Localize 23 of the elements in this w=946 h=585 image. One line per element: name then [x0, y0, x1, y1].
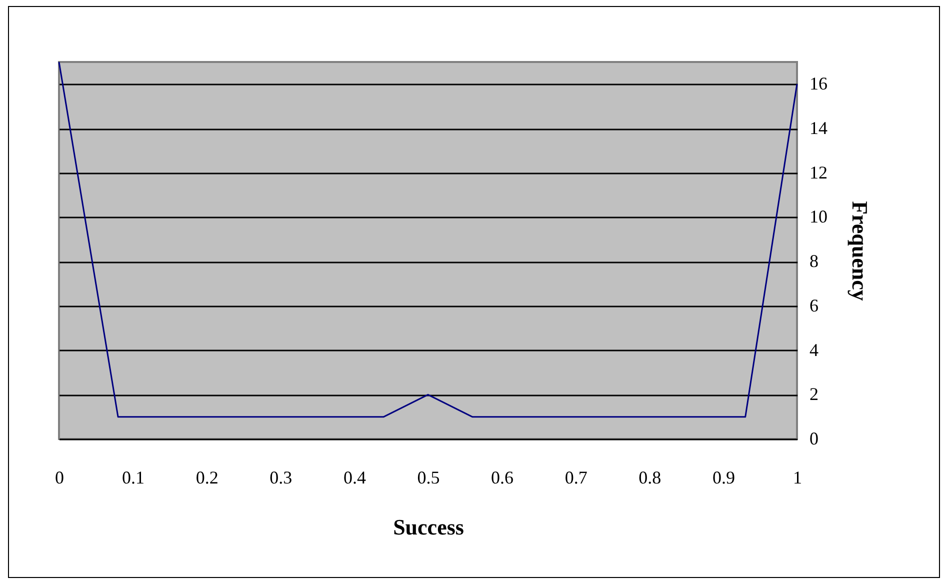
y-axis-title: Frequency [848, 201, 872, 301]
y-tick-label: 4 [810, 340, 818, 360]
x-tick-label: 0.1 [122, 468, 145, 488]
line-series [58, 61, 798, 418]
y-tick-label: 2 [810, 384, 818, 404]
x-tick-label: 0.5 [417, 468, 440, 488]
y-tick-label: 12 [810, 162, 828, 182]
y-tick-label: 14 [810, 118, 828, 138]
x-tick-label: 0.8 [638, 468, 662, 488]
y-tick-label: 8 [810, 251, 818, 272]
x-tick-label: 0.9 [712, 468, 735, 488]
x-tick-label: 0.2 [196, 468, 218, 488]
y-tick-label: 6 [810, 295, 818, 316]
y-tick-label: 10 [810, 206, 828, 227]
x-tick-label: 1 [793, 468, 802, 488]
x-tick-label: 0.3 [270, 468, 292, 488]
y-tick-label: 16 [810, 74, 828, 94]
x-tick-label: 0.7 [564, 468, 588, 488]
x-tick-label: 0 [55, 468, 64, 488]
x-axis-title: Success [393, 514, 464, 540]
x-tick-label: 0.6 [491, 468, 514, 488]
y-tick-label: 0 [810, 428, 818, 448]
x-tick-label: 0.4 [343, 468, 366, 488]
